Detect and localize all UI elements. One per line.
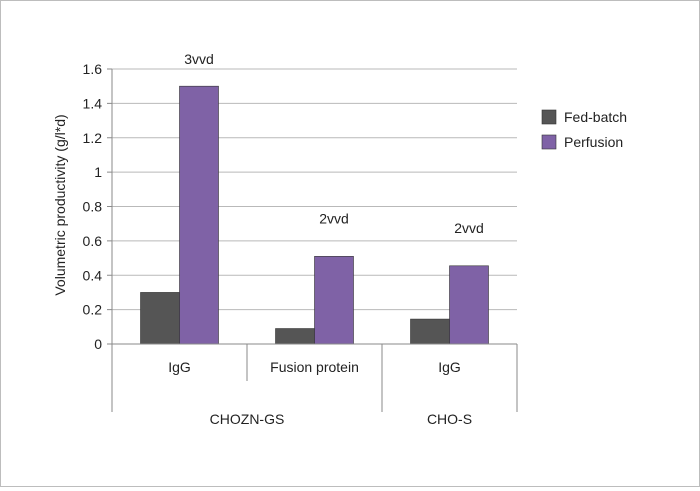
y-tick-label: 0.4 [83,267,103,283]
y-axis-label: Volumetric productivity (g/l*d) [52,114,68,295]
legend-swatch [541,109,557,125]
y-tick-label: 1 [94,164,102,180]
bar-fed-batch [140,292,180,345]
y-tick-label: 0.2 [83,302,103,318]
legend-label: Fed-batch [564,109,627,125]
bar-fed-batch [410,318,450,345]
legend-swatch [541,134,557,150]
y-tick-label: 1.4 [83,95,103,111]
legend: Fed-batch Perfusion [541,109,627,150]
axes [107,68,518,412]
bar-perfusion [179,85,219,345]
bars [140,85,489,345]
bar-fed-batch [275,328,315,345]
y-tick-label: 1.2 [83,130,103,146]
bar-annotation: 3vvd [184,51,214,67]
bar-perfusion [449,265,489,345]
group-label: CHO-S [427,411,472,427]
y-tick-labels: 0 0.2 0.4 0.6 0.8 1 1.2 1.4 1.6 [83,61,103,352]
legend-label: Perfusion [564,134,623,150]
group-label: CHOZN-GS [210,411,285,427]
bar-annotation: 2vvd [454,220,484,236]
bar-annotations: 3vvd 2vvd 2vvd [184,51,484,236]
bar-annotation: 2vvd [319,210,349,226]
y-tick-label: 0.8 [83,199,103,215]
category-label: Fusion protein [270,359,359,375]
category-label: IgG [438,359,461,375]
bar-perfusion [314,256,354,345]
group-labels: CHOZN-GS CHO-S [210,411,472,427]
y-tick-label: 0.6 [83,233,103,249]
category-labels: IgG Fusion protein IgG [168,359,461,375]
y-tick-label: 1.6 [83,61,103,77]
y-tick-label: 0 [94,336,102,352]
category-label: IgG [168,359,191,375]
